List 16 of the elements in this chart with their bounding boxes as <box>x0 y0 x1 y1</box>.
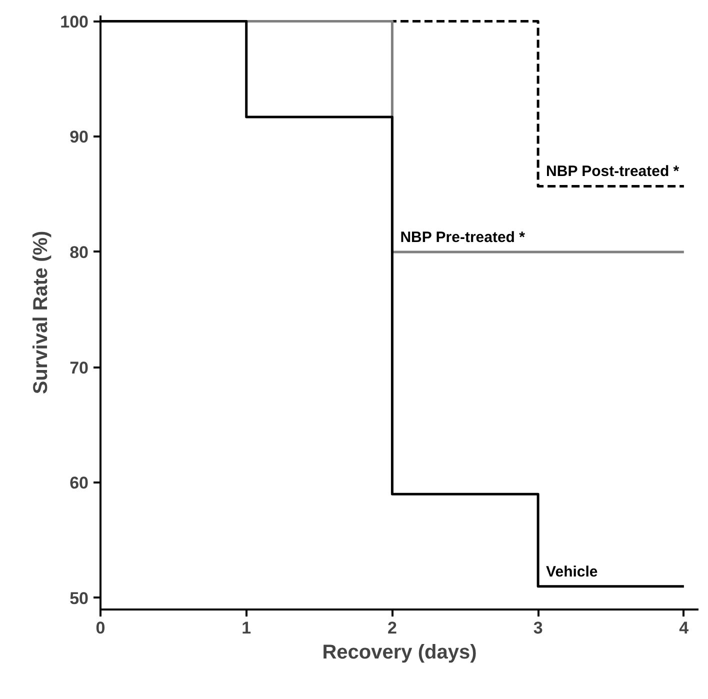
text: NBP Pre-treated * <box>400 228 525 246</box>
y-tick-label: 90 <box>70 128 89 147</box>
text: NBP Post-treated * <box>546 163 680 180</box>
y-tick-label: 80 <box>70 242 89 262</box>
y-axis-title: Survival Rate (%) <box>30 230 52 394</box>
x-tick-label: 0 <box>96 618 106 638</box>
y-tick-label: 70 <box>70 358 89 378</box>
y-tick-label: 100 <box>60 12 89 32</box>
series-label: Vehicle <box>546 563 598 580</box>
x-tick-label: 3 <box>533 618 543 638</box>
y-tick-label: 50 <box>70 588 89 608</box>
x-tick-label: 1 <box>242 618 252 638</box>
x-tick-label: 2 <box>387 618 397 638</box>
y-tick-label: 60 <box>70 474 89 493</box>
x-axis-title: Recovery (days) <box>322 642 477 664</box>
x-tick-label: 4 <box>679 618 690 638</box>
